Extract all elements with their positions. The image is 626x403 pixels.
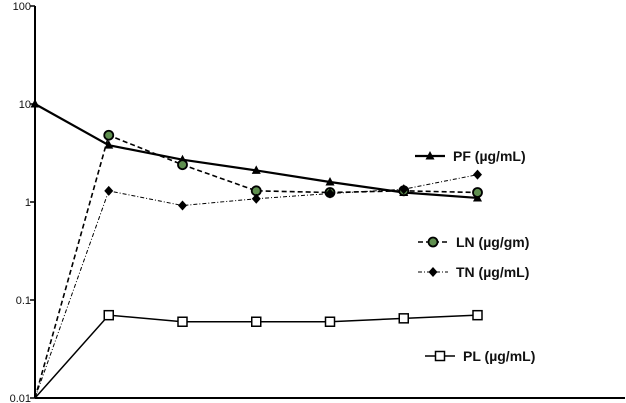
legend-item: PL (µg/mL) <box>425 348 535 364</box>
data-point <box>104 185 114 196</box>
data-point <box>251 165 261 174</box>
legend-label: TN (µg/mL) <box>456 264 529 280</box>
y-tick-label: 10 <box>19 99 31 111</box>
y-tick-label: 0.1 <box>16 295 31 307</box>
data-point <box>30 99 40 108</box>
data-point <box>177 159 188 171</box>
legend-label: PL (µg/mL) <box>463 348 535 364</box>
legend-marker <box>428 267 438 277</box>
data-point <box>324 316 336 327</box>
series-3 <box>34 309 483 399</box>
series-line <box>34 314 478 399</box>
legend-marker <box>425 151 435 160</box>
data-point <box>178 200 187 211</box>
y-tick-label: 1 <box>25 197 31 209</box>
series-2 <box>34 169 482 399</box>
series-line <box>34 134 478 399</box>
legend-item: LN (µg/gm) <box>418 234 529 250</box>
data-point <box>325 188 335 199</box>
data-point <box>177 316 188 327</box>
y-tick-label: 0.01 <box>10 393 31 403</box>
series-line <box>34 174 478 399</box>
data-point <box>251 193 261 204</box>
data-point <box>398 313 409 324</box>
chart-series <box>30 99 483 399</box>
data-point <box>472 309 483 321</box>
data-point <box>399 184 409 195</box>
data-point <box>473 169 482 180</box>
series-line <box>34 103 478 200</box>
y-tick-label: 100 <box>13 1 31 13</box>
data-point <box>103 129 115 141</box>
legend-item: TN (µg/mL) <box>418 264 529 280</box>
legend-item: PF (µg/mL) <box>415 148 526 164</box>
data-point <box>251 316 262 327</box>
data-point <box>325 176 335 186</box>
legend-label: LN (µg/gm) <box>456 234 529 250</box>
legend-label: PF (µg/mL) <box>453 148 526 164</box>
chart-legend: PF (µg/mL) LN (µg/gm) TN (µg/mL) PL (µg/mL) <box>415 148 535 364</box>
chart-axes <box>34 6 625 399</box>
data-point <box>103 309 114 321</box>
data-point <box>104 140 114 149</box>
y-axis-ticks: 100 10 1 0.1 0.01 <box>10 1 35 403</box>
legend-marker <box>427 236 439 248</box>
legend-marker <box>434 350 446 362</box>
data-point <box>472 187 483 198</box>
